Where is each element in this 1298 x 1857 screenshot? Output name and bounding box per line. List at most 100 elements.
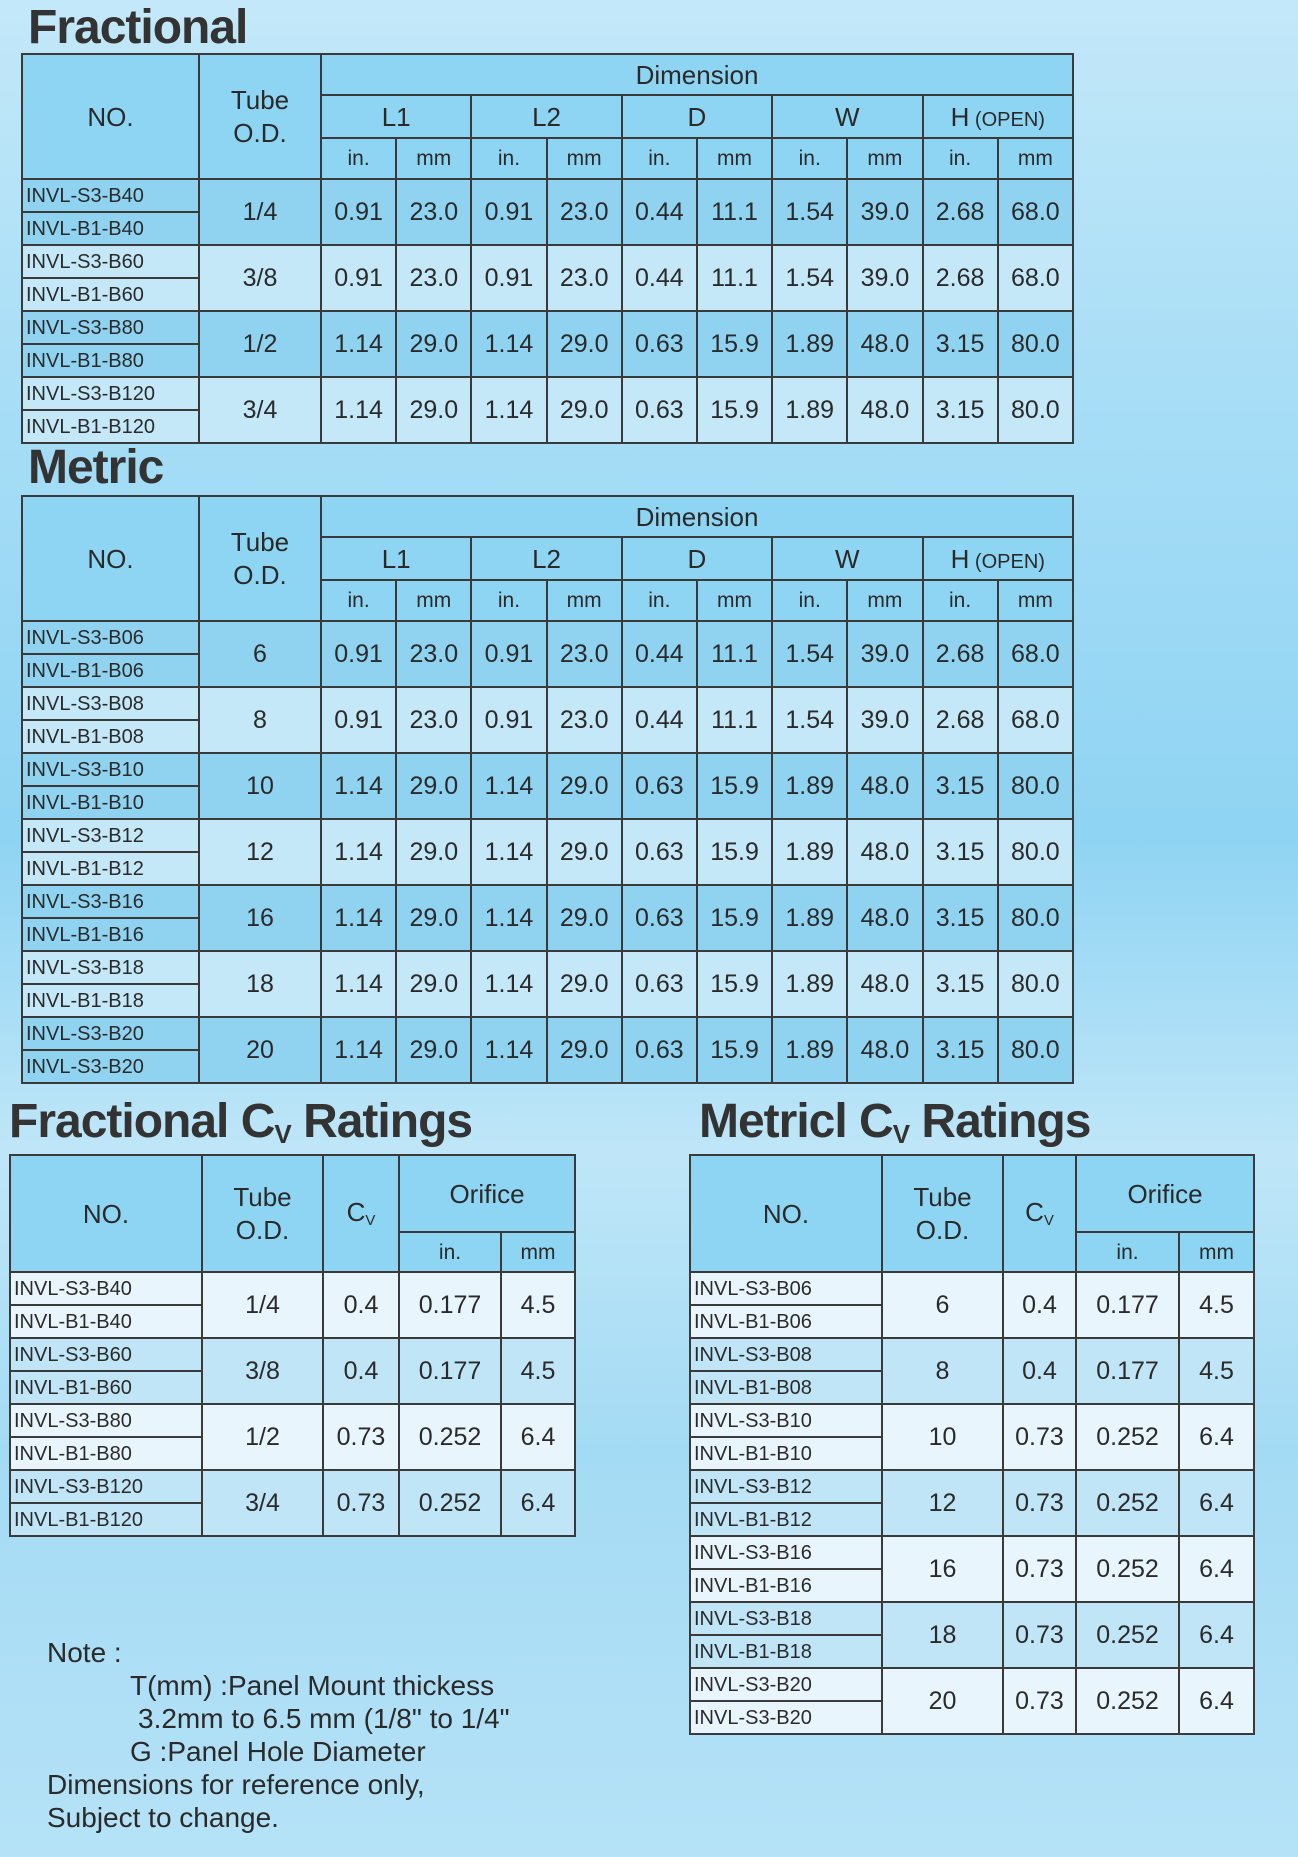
model-number: INVL-B1-B60 <box>21 277 200 312</box>
dimension-value: 0.91 <box>470 178 548 246</box>
orifice-mm: 6.4 <box>1178 1469 1255 1537</box>
metric-dimension-table: NO. Tube O.D. Dimension L1 L2 D W H (OPEN) in. mm i… <box>21 495 1075 1084</box>
dimension-value: 0.63 <box>620 818 698 886</box>
dimension-value: 29.0 <box>395 752 473 820</box>
dimension-value: 1.89 <box>771 310 849 378</box>
dimension-value: 0.63 <box>620 310 698 378</box>
unit-header: in. <box>921 579 999 622</box>
dimension-value: 29.0 <box>395 1016 473 1084</box>
table-row: INVL-S3-B80 1/2 0.73 0.252 6.4 <box>9 1403 576 1471</box>
unit-header: mm <box>695 137 774 180</box>
table-row: INVL-S3-B20 20 1.14 29.0 1.14 29.0 0.63 15.9 1.8… <box>21 1016 1075 1084</box>
dimension-value: 1.14 <box>470 310 548 378</box>
orifice-in: 0.252 <box>1075 1403 1180 1471</box>
fractional-dimension-table: NO. Tube O.D. Dimension L1 L2 D W H (OPEN) in. mm i… <box>21 53 1075 444</box>
model-number: INVL-S3-B20 <box>689 1700 883 1735</box>
dimension-group-header: W <box>771 94 924 139</box>
no-header: NO. <box>21 495 200 622</box>
dimension-value: 0.91 <box>319 178 398 246</box>
dimension-value: 15.9 <box>695 376 774 444</box>
dimension-value: 39.0 <box>846 686 924 754</box>
dimension-value: 1.14 <box>319 376 398 444</box>
open-label: (OPEN) <box>969 108 1045 131</box>
table-row: INVL-S3-B06 6 0.4 0.177 4.5 <box>689 1271 1255 1339</box>
dimension-header: Dimension <box>319 53 1075 96</box>
dimension-value: 1.14 <box>319 950 398 1018</box>
tube-od: 6 <box>881 1271 1004 1339</box>
dimension-value: 15.9 <box>695 752 774 820</box>
orifice-mm: 6.4 <box>500 1469 576 1537</box>
orifice-mm: 6.4 <box>500 1403 576 1471</box>
dimension-value: 23.0 <box>395 178 473 246</box>
dimension-value: 39.0 <box>846 178 924 246</box>
model-number: INVL-S3-B60 <box>21 244 200 279</box>
dimension-value: 3.15 <box>921 1016 999 1084</box>
note-line: G :Panel Hole Diameter <box>130 1736 426 1767</box>
dimension-value: 0.44 <box>620 686 698 754</box>
dimension-value: 80.0 <box>996 752 1075 820</box>
dimension-value: 23.0 <box>545 620 623 688</box>
model-number: INVL-B1-B10 <box>689 1436 883 1471</box>
dimension-value: 11.1 <box>695 244 774 312</box>
unit-header: mm <box>500 1231 576 1273</box>
model-number: INVL-B1-B18 <box>21 983 200 1018</box>
tube-od: 8 <box>198 686 322 754</box>
dimension-value: 15.9 <box>695 1016 774 1084</box>
dimension-header: Dimension <box>319 495 1075 538</box>
metric-title: Metric <box>28 441 164 494</box>
orifice-in: 0.177 <box>398 1337 502 1405</box>
model-number: INVL-S3-B60 <box>9 1337 203 1372</box>
table-row: INVL-S3-B06 6 0.91 23.0 0.91 23.0 0.44 11.1 1.54… <box>21 620 1075 688</box>
dimension-value: 0.44 <box>620 178 698 246</box>
table-row: INVL-S3-B80 1/2 1.14 29.0 1.14 29.0 0.63 15.9 1.… <box>21 310 1075 378</box>
model-number: INVL-S3-B10 <box>689 1403 883 1438</box>
dimension-value: 68.0 <box>996 686 1075 754</box>
tube-od: 3/4 <box>198 376 322 444</box>
model-number: INVL-S3-B18 <box>21 950 200 985</box>
model-number: INVL-S3-B20 <box>21 1049 200 1084</box>
note-line: Subject to change. <box>47 1802 279 1833</box>
unit-header: in. <box>771 137 849 180</box>
orifice-mm: 6.4 <box>1178 1403 1255 1471</box>
tube-od: 12 <box>881 1469 1004 1537</box>
model-number: INVL-B1-B120 <box>21 409 200 444</box>
dimension-value: 80.0 <box>996 818 1075 886</box>
dimension-value: 3.15 <box>921 752 999 820</box>
model-number: INVL-S3-B120 <box>9 1469 203 1504</box>
orifice-header: Orifice <box>1075 1154 1255 1233</box>
unit-header: in. <box>319 137 398 180</box>
dimension-value: 29.0 <box>545 310 623 378</box>
tube-od-header: Tube O.D. <box>201 1154 324 1273</box>
dimension-value: 23.0 <box>395 244 473 312</box>
table-row: INVL-S3-B60 3/8 0.91 23.0 0.91 23.0 0.44 11.1 1.… <box>21 244 1075 312</box>
dimension-value: 15.9 <box>695 884 774 952</box>
unit-header: mm <box>695 579 774 622</box>
dimension-value: 2.68 <box>921 620 999 688</box>
dimension-value: 3.15 <box>921 950 999 1018</box>
table-row: INVL-S3-B10 10 0.73 0.252 6.4 <box>689 1403 1255 1471</box>
dimension-group-header: W <box>771 536 924 581</box>
dimension-value: 1.89 <box>771 752 849 820</box>
tube-od: 3/4 <box>201 1469 324 1537</box>
orifice-mm: 4.5 <box>1178 1271 1255 1339</box>
note-line: T(mm) :Panel Mount thickess <box>130 1670 495 1701</box>
dimension-value: 68.0 <box>996 620 1075 688</box>
model-number: INVL-S3-B120 <box>21 376 200 411</box>
model-number: INVL-S3-B08 <box>21 686 200 721</box>
model-number: INVL-B1-B40 <box>9 1304 203 1339</box>
unit-header: in. <box>620 137 698 180</box>
model-number: INVL-S3-B16 <box>21 884 200 919</box>
tube-od-header: Tube O.D. <box>198 495 322 622</box>
dimension-value: 0.44 <box>620 620 698 688</box>
dimension-value: 11.1 <box>695 178 774 246</box>
dimension-value: 11.1 <box>695 686 774 754</box>
dimension-value: 48.0 <box>846 376 924 444</box>
dimension-group-header: L2 <box>470 536 623 581</box>
dimension-value: 48.0 <box>846 950 924 1018</box>
tube-od-header: Tube O.D. <box>881 1154 1004 1273</box>
table-row: INVL-S3-B12 12 1.14 29.0 1.14 29.0 0.63 15.9 1.8… <box>21 818 1075 886</box>
unit-header: mm <box>545 137 623 180</box>
model-number: INVL-S3-B10 <box>21 752 200 787</box>
table-row: INVL-S3-B12 12 0.73 0.252 6.4 <box>689 1469 1255 1537</box>
cv-value: 0.4 <box>322 1271 400 1339</box>
